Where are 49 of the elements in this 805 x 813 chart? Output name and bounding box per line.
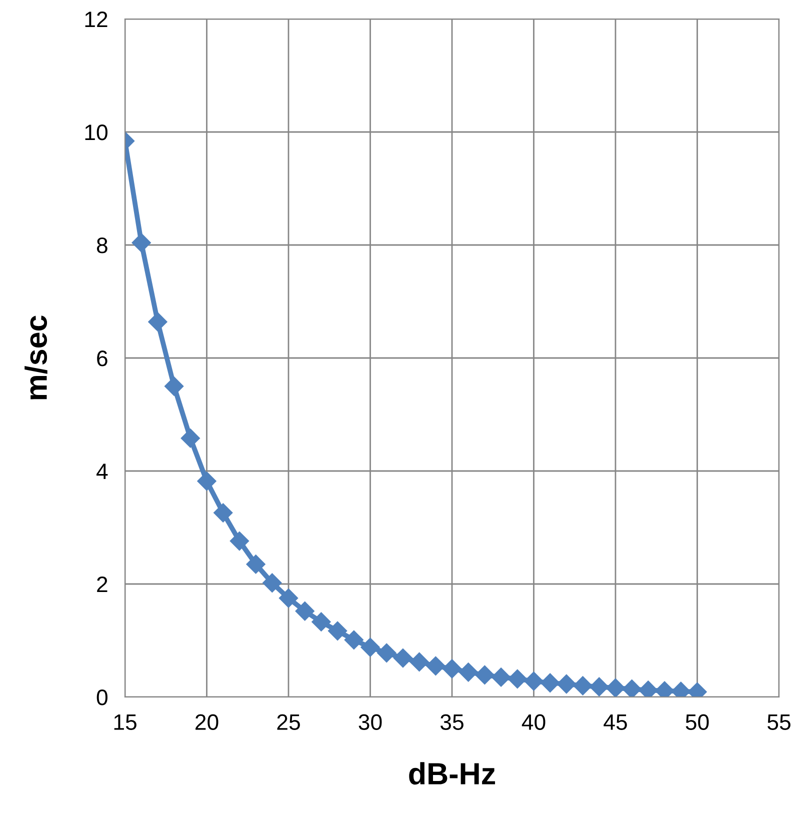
point bbox=[475, 665, 494, 684]
point bbox=[393, 648, 412, 668]
point bbox=[492, 668, 511, 687]
point bbox=[164, 376, 184, 396]
point bbox=[312, 612, 331, 632]
point bbox=[556, 674, 576, 694]
y-axis-title: m/sec bbox=[24, 316, 48, 400]
point bbox=[442, 659, 462, 678]
point bbox=[344, 630, 364, 650]
point bbox=[148, 312, 168, 332]
point bbox=[262, 573, 282, 592]
y-tick-label: 10 bbox=[85, 124, 108, 140]
point bbox=[426, 656, 446, 676]
point bbox=[328, 621, 348, 640]
point bbox=[295, 602, 314, 621]
x-tick-label: 20 bbox=[196, 714, 218, 730]
point bbox=[573, 676, 592, 696]
y-tick-label: 8 bbox=[96, 238, 108, 254]
x-axis-title: dB-Hz bbox=[409, 762, 496, 785]
point bbox=[377, 643, 396, 662]
point bbox=[180, 428, 200, 448]
x-tick-label: 25 bbox=[277, 714, 300, 730]
point bbox=[458, 662, 478, 682]
y-tick-label: 0 bbox=[96, 690, 108, 706]
y-tick-label: 2 bbox=[97, 576, 108, 592]
point bbox=[606, 678, 626, 697]
point bbox=[590, 677, 609, 696]
y-tick-label: 6 bbox=[97, 350, 108, 366]
x-tick-label: 30 bbox=[358, 714, 382, 730]
x-tick-label: 45 bbox=[604, 714, 627, 730]
y-tick-label: 4 bbox=[96, 464, 108, 480]
y-tick-label: 12 bbox=[85, 12, 108, 28]
point bbox=[360, 638, 380, 657]
point bbox=[508, 669, 527, 688]
point bbox=[524, 672, 544, 691]
x-tick-label: 50 bbox=[686, 714, 709, 730]
x-tick-label: 40 bbox=[522, 714, 546, 730]
x-tick-label: 55 bbox=[768, 714, 790, 730]
point bbox=[540, 673, 560, 692]
point bbox=[278, 588, 298, 608]
point bbox=[622, 680, 642, 697]
point bbox=[214, 503, 233, 522]
x-tick-label: 15 bbox=[114, 714, 136, 730]
point bbox=[410, 652, 429, 672]
point bbox=[246, 554, 266, 574]
point bbox=[132, 233, 151, 252]
x-tick-label: 35 bbox=[440, 714, 464, 730]
point bbox=[197, 472, 216, 491]
point bbox=[230, 532, 249, 551]
